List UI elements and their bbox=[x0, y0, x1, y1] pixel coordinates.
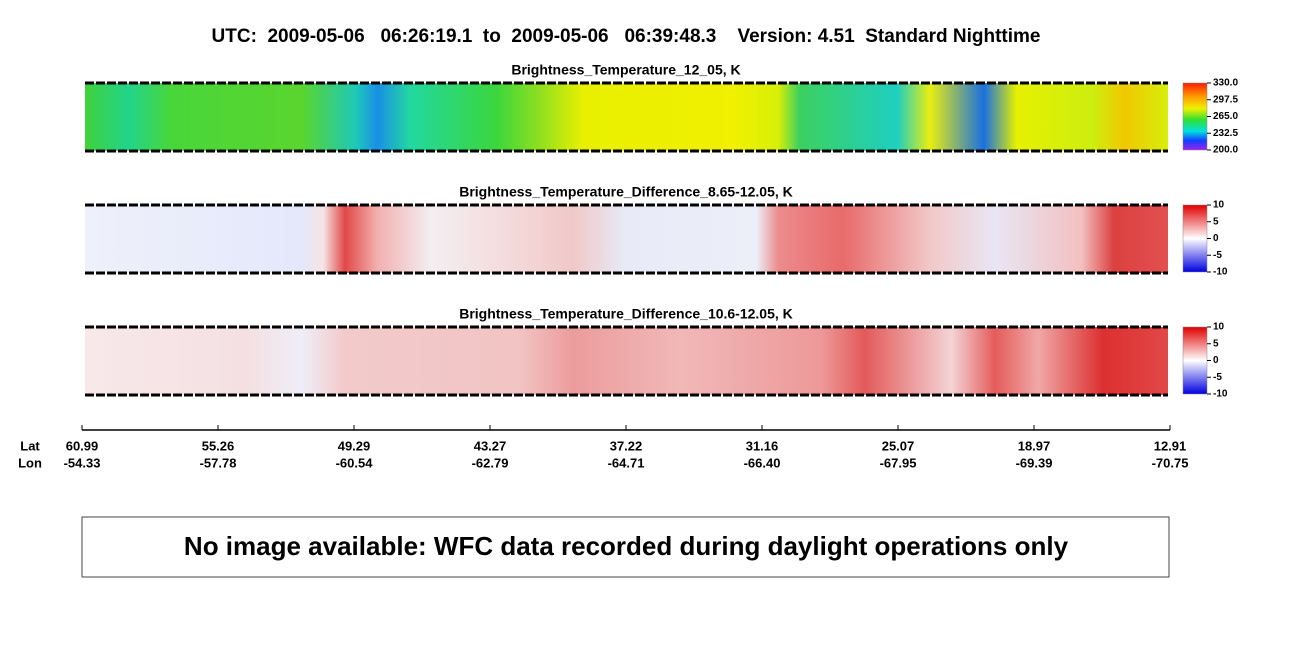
lat-tick-label: 43.27 bbox=[474, 438, 507, 453]
colorbar-tick-label: 330.0 bbox=[1213, 78, 1238, 89]
swath-image bbox=[85, 83, 1168, 151]
panel-title: Brightness_Temperature_Difference_10.6-1… bbox=[459, 306, 793, 322]
colorbar-tick-label: 5 bbox=[1213, 216, 1219, 227]
colorbar-tick-label: 297.5 bbox=[1213, 94, 1238, 105]
message-box bbox=[81, 516, 1170, 578]
lon-tick-label: -62.79 bbox=[472, 455, 509, 470]
colorbar-tick-label: 265.0 bbox=[1213, 111, 1238, 122]
lat-tick-label: 55.26 bbox=[202, 438, 235, 453]
lon-label: Lon bbox=[18, 455, 42, 470]
lat-tick-label: 18.97 bbox=[1018, 438, 1051, 453]
colorbar-tick-label: 232.5 bbox=[1213, 128, 1238, 139]
colorbar bbox=[1182, 82, 1208, 151]
lon-tick-label: -66.40 bbox=[744, 455, 781, 470]
lon-tick-label: -60.54 bbox=[336, 455, 374, 470]
lat-tick-label: 60.99 bbox=[66, 438, 99, 453]
swath-image bbox=[85, 205, 1168, 273]
colorbar-tick-label: -10 bbox=[1213, 389, 1228, 400]
colorbar-tick-label: -5 bbox=[1213, 250, 1222, 261]
colorbar-tick-label: -5 bbox=[1213, 372, 1222, 383]
message: No image available: WFC data recorded du… bbox=[184, 531, 1069, 561]
lat-tick-label: 37.22 bbox=[610, 438, 643, 453]
colorbar-tick-label: 10 bbox=[1213, 200, 1225, 211]
lon-tick-label: -57.78 bbox=[200, 455, 237, 470]
page-title: UTC: 2009-05-06 06:26:19.1 to 2009-05-06… bbox=[212, 26, 1041, 47]
panel-title: Brightness_Temperature_12_05, K bbox=[511, 62, 740, 78]
lon-tick-label: -69.39 bbox=[1016, 455, 1053, 470]
swath-image bbox=[85, 327, 1168, 395]
lat-tick-label: 31.16 bbox=[746, 438, 779, 453]
lon-tick-label: -67.95 bbox=[880, 455, 917, 470]
colorbar-tick-label: -10 bbox=[1213, 267, 1228, 278]
colorbar-tick-label: 10 bbox=[1213, 322, 1225, 333]
colorbar-tick-label: 5 bbox=[1213, 338, 1219, 349]
colorbar-tick-label: 0 bbox=[1213, 233, 1219, 244]
lat-label: Lat bbox=[20, 438, 40, 453]
colorbar bbox=[1182, 204, 1208, 273]
lat-tick-label: 25.07 bbox=[882, 438, 915, 453]
colorbar-tick-label: 200.0 bbox=[1213, 145, 1238, 156]
lon-tick-label: -64.71 bbox=[608, 455, 645, 470]
lat-tick-label: 12.91 bbox=[1154, 438, 1187, 453]
colorbar bbox=[1182, 326, 1208, 395]
panel-title: Brightness_Temperature_Difference_8.65-1… bbox=[459, 184, 793, 200]
lon-tick-label: -54.33 bbox=[64, 455, 101, 470]
lon-tick-label: -70.75 bbox=[1152, 455, 1189, 470]
colorbar-tick-label: 0 bbox=[1213, 355, 1219, 366]
lat-tick-label: 49.29 bbox=[338, 438, 371, 453]
